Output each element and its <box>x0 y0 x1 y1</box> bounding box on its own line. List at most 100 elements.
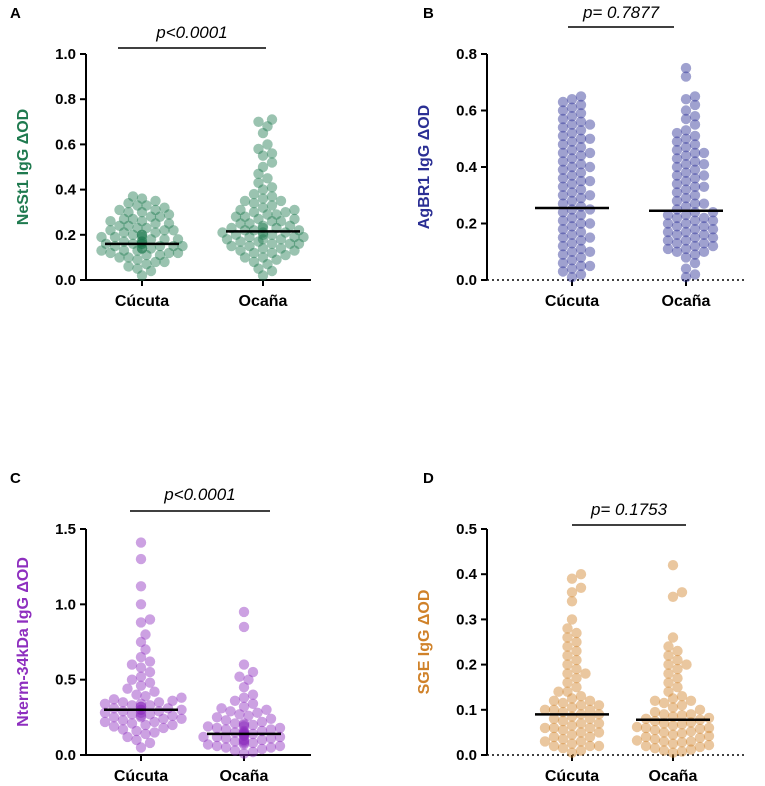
data-point <box>266 265 278 277</box>
data-point <box>247 666 259 678</box>
data-point <box>662 226 674 238</box>
data-point <box>671 221 683 232</box>
data-point <box>211 712 223 723</box>
y-tick-label: 0.8 <box>55 91 76 108</box>
data-point <box>575 260 587 272</box>
data-point <box>575 192 587 204</box>
data-point <box>566 255 578 266</box>
data-point <box>584 147 596 159</box>
data-point <box>126 674 138 685</box>
data-point <box>136 216 148 227</box>
data-point <box>566 111 578 122</box>
data-point <box>238 736 250 747</box>
data-point <box>557 706 569 718</box>
data-point <box>557 715 569 727</box>
data-point <box>252 707 263 718</box>
y-axis-label: NeSt1 IgG ΔOD <box>15 109 32 225</box>
data-point <box>566 170 578 181</box>
data-point <box>663 677 674 688</box>
data-point <box>689 257 701 269</box>
data-point <box>159 256 170 268</box>
data-point <box>689 111 701 122</box>
y-tick-label: 0.0 <box>456 747 477 764</box>
data-point <box>557 181 569 192</box>
data-point <box>707 240 719 252</box>
data-point <box>662 218 674 229</box>
data-point <box>159 202 170 213</box>
data-point <box>698 198 710 209</box>
data-point <box>253 116 264 128</box>
data-point <box>685 695 697 706</box>
data-point <box>667 702 679 713</box>
data-point <box>256 734 268 746</box>
data-point <box>140 644 151 655</box>
data-point <box>557 240 569 252</box>
data-point <box>140 691 151 702</box>
data-point <box>707 215 719 226</box>
data-point <box>566 272 578 283</box>
data-point <box>257 161 269 173</box>
data-point <box>238 721 250 732</box>
data-point <box>144 677 156 688</box>
data-point <box>671 246 683 257</box>
data-point <box>557 173 569 184</box>
data-point <box>575 91 587 102</box>
data-point <box>253 263 264 274</box>
data-point <box>584 722 596 734</box>
data-point <box>566 221 578 232</box>
data-point <box>676 587 688 598</box>
data-point <box>220 715 232 726</box>
data-point <box>289 204 300 216</box>
data-point <box>672 682 683 693</box>
data-point <box>257 193 269 204</box>
data-point <box>575 167 587 178</box>
data-point <box>243 674 254 685</box>
data-point <box>649 695 661 706</box>
data-point <box>117 706 129 717</box>
data-point <box>211 722 223 734</box>
data-point <box>136 231 148 243</box>
data-point <box>575 116 587 128</box>
data-point <box>136 207 148 218</box>
data-point <box>584 731 596 743</box>
data-point <box>707 232 719 243</box>
data-point <box>557 207 569 218</box>
data-point <box>159 225 170 236</box>
category-label: Cúcuta <box>545 768 599 785</box>
data-point <box>671 238 683 249</box>
data-point <box>238 606 250 618</box>
data-point <box>114 252 125 263</box>
data-point <box>176 692 187 703</box>
data-point <box>132 222 143 234</box>
y-tick-label: 0.2 <box>456 657 477 674</box>
data-point <box>676 700 688 711</box>
data-point <box>235 218 246 229</box>
data-point <box>671 195 683 207</box>
data-point <box>580 668 591 679</box>
data-point <box>553 686 564 697</box>
data-point <box>566 720 578 731</box>
data-point <box>244 218 255 229</box>
data-point <box>667 747 679 758</box>
data-point <box>680 150 692 161</box>
data-point <box>266 247 278 259</box>
data-point <box>127 213 139 225</box>
data-point <box>163 247 175 259</box>
data-point <box>289 245 300 256</box>
data-point <box>217 227 228 238</box>
data-point <box>266 182 278 193</box>
data-point <box>584 161 596 173</box>
data-point <box>140 629 151 640</box>
data-point <box>158 713 169 724</box>
data-point <box>126 700 138 711</box>
data-point <box>575 209 587 221</box>
y-tick-label: 1.5 <box>55 521 76 538</box>
data-point <box>557 96 569 108</box>
data-point <box>584 260 596 272</box>
data-point <box>663 659 674 670</box>
data-point <box>248 188 260 200</box>
data-point <box>136 229 148 240</box>
panel-D: D 0.0 0.1 0.2 0.3 0.4 0.5 SGE IgG ΔOD Cúcuta Ocañ… <box>416 470 747 785</box>
data-point <box>671 212 683 224</box>
data-point <box>131 725 142 737</box>
